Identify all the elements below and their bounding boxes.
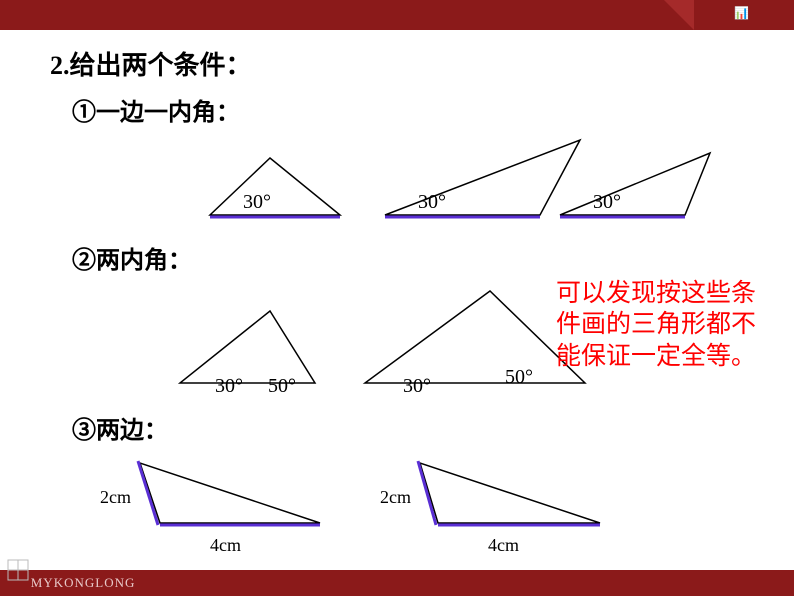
conclusion-text: 可以发现按这些条件画的三角形都不能保证一定全等。 xyxy=(556,278,766,372)
subheading-1: ①一边一内角： xyxy=(72,92,754,127)
top-bar: 📊 xyxy=(0,0,794,30)
triangle-row-1: 30° 30° 30° xyxy=(100,135,754,235)
triangle: 2cm 4cm xyxy=(380,453,610,553)
angle-label: 30° xyxy=(593,191,621,214)
slide-title: 2.给出两个条件： xyxy=(50,45,744,82)
subheading-2: ②两内角： xyxy=(72,240,754,275)
angle-label: 50° xyxy=(505,366,533,389)
side-label: 2cm xyxy=(100,487,131,508)
footer-text: MYKONGLONG xyxy=(0,570,794,596)
triangle: 30° xyxy=(555,135,765,225)
svg-text:📊: 📊 xyxy=(734,6,749,20)
angle-label: 30° xyxy=(403,375,431,398)
side-label: 2cm xyxy=(380,487,411,508)
triangle: 30°50° xyxy=(175,283,325,390)
triangle: 2cm 4cm xyxy=(100,453,330,553)
logo: 📊 xyxy=(734,2,784,24)
angle-label: 30° xyxy=(418,191,446,214)
angle-label: 30° xyxy=(215,375,243,398)
triangle-row-3: 2cm4cm 2cm4cm xyxy=(100,453,754,543)
subheading-3: ③两边： xyxy=(72,410,754,445)
footer-icon xyxy=(6,558,30,582)
top-bar-accent xyxy=(664,0,694,30)
angle-label: 50° xyxy=(268,375,296,398)
angle-label: 30° xyxy=(243,191,271,214)
bottom-bar: MYKONGLONG xyxy=(0,570,794,596)
side-label: 4cm xyxy=(488,535,519,556)
side-label: 4cm xyxy=(210,535,241,556)
